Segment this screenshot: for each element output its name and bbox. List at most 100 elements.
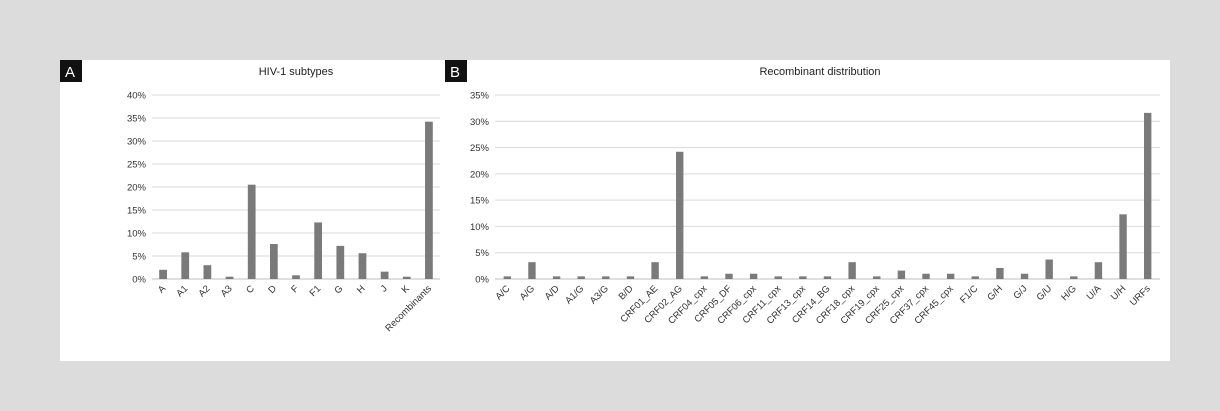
b-x-tick-label: URFs [1128,283,1153,308]
panel-a: A HIV-1 subtypes 0% 5% 10% 15% 20% 25% 30% 35% 4… [60,60,440,334]
panel-a-letter: A [65,64,75,81]
a-y-tick-label: 20% [127,183,147,194]
b-bar [1094,262,1103,279]
a-bar [380,271,389,279]
a-y-tick-label: 30% [127,137,147,148]
b-bar [552,276,561,279]
a-y-tick-label: 0% [132,275,146,286]
a-x-tick-label: G [332,283,345,296]
panel-a-bars [159,121,433,280]
panel-b-x-axis: A/C A/G A/D A1/G A3/G B/DCRF01_AECRF02_AGCRF0… [493,283,1153,327]
panel-a-title: HIV-1 subtypes [259,66,334,78]
a-bar [425,121,433,280]
b-bar [1020,273,1029,279]
b-y-tick-label: 10% [470,222,490,233]
a-bar [181,252,190,279]
b-bar [897,270,906,279]
panel-b-bars [503,112,1152,279]
b-x-tick-label: A1/G [563,283,586,306]
a-x-tick-label: F1 [308,283,324,299]
panel-b-letter: B [450,64,460,81]
b-y-tick-label: 20% [470,169,490,180]
b-bar [528,262,536,279]
b-bar [848,262,856,279]
panel-b-y-axis: 0% 5% 10% 15% 20% 25% 30% 35% [470,91,490,286]
b-bar [676,151,684,279]
b-x-tick-label: H/G [1059,283,1079,303]
a-x-tick-label: A2 [197,283,213,299]
a-y-tick-label: 35% [127,114,147,125]
a-bar [402,276,411,279]
charts-svg: A HIV-1 subtypes 0% 5% 10% 15% 20% 25% 30% 35% 4… [60,60,1160,334]
a-y-tick-label: 15% [127,206,147,217]
b-bar [602,276,610,279]
b-bar [1070,276,1078,279]
b-x-tick-label: A/D [543,283,562,302]
b-bar [626,276,635,279]
b-y-tick-label: 30% [470,117,490,128]
b-bar [725,273,733,279]
panel-a-grid [152,94,440,280]
a-bar [269,244,278,279]
a-x-tick-label: A [156,283,169,296]
b-y-tick-label: 35% [470,91,490,102]
b-bar [577,276,585,279]
a-x-tick-label: C [244,283,257,296]
a-x-tick-label: K [400,283,413,296]
a-y-tick-label: 40% [127,91,147,102]
a-x-tick-label: J [379,283,390,294]
b-bar [922,273,930,279]
a-x-tick-label: A3 [219,283,235,299]
b-bar [1045,259,1053,279]
b-bar [700,276,709,279]
panel-a-y-axis: 0% 5% 10% 15% 20% 25% 30% 35% 40% [127,91,147,286]
a-bar [159,269,167,279]
b-x-tick-label: U/H [1109,283,1128,302]
a-bar [358,253,367,279]
a-bar [225,276,234,279]
a-bar [292,275,300,279]
b-x-tick-label: A/C [493,283,512,302]
b-bar [823,276,832,279]
b-x-tick-label: F1/C [958,283,980,305]
b-bar [971,276,979,279]
a-y-tick-label: 10% [127,229,147,240]
b-bar [996,267,1004,279]
a-bar [203,265,212,279]
b-x-tick-label: A3/G [588,283,611,306]
b-x-tick-label: U/A [1085,283,1104,302]
a-x-tick-label: A1 [174,283,190,299]
panel-b: B Recombinant distribution 0% 5% 10% 15% 20%… [445,60,1160,327]
b-y-tick-label: 15% [470,196,490,207]
b-bar [946,273,955,279]
panel-b-grid [495,94,1160,280]
a-x-tick-label: D [266,283,279,296]
b-x-tick-label: G/H [985,283,1005,303]
a-bar [314,222,323,279]
b-y-tick-label: 25% [470,143,490,154]
panel-b-letter-box [445,60,467,82]
b-bar [799,276,807,279]
a-bar [247,184,256,279]
b-y-tick-label: 0% [475,275,489,286]
a-y-tick-label: 25% [127,160,147,171]
panel-a-letter-box [60,60,82,82]
b-bar [1143,112,1152,279]
b-x-tick-label: G/J [1011,283,1029,301]
a-bar [336,245,345,279]
b-x-tick-label: G/U [1035,283,1055,303]
b-bar [503,276,512,279]
b-bar [651,262,659,279]
figure-panel: A HIV-1 subtypes 0% 5% 10% 15% 20% 25% 30% 35% 4… [60,60,1170,361]
a-x-tick-label: H [355,283,368,296]
b-x-tick-label: B/D [617,283,636,302]
b-bar [873,276,881,279]
b-bar [774,276,782,279]
b-x-tick-label: A/G [518,283,537,302]
b-y-tick-label: 5% [475,248,489,259]
panel-b-title: Recombinant distribution [759,66,880,78]
b-bar [749,273,758,279]
a-x-tick-label: F [289,283,301,295]
a-y-tick-label: 5% [132,252,146,263]
